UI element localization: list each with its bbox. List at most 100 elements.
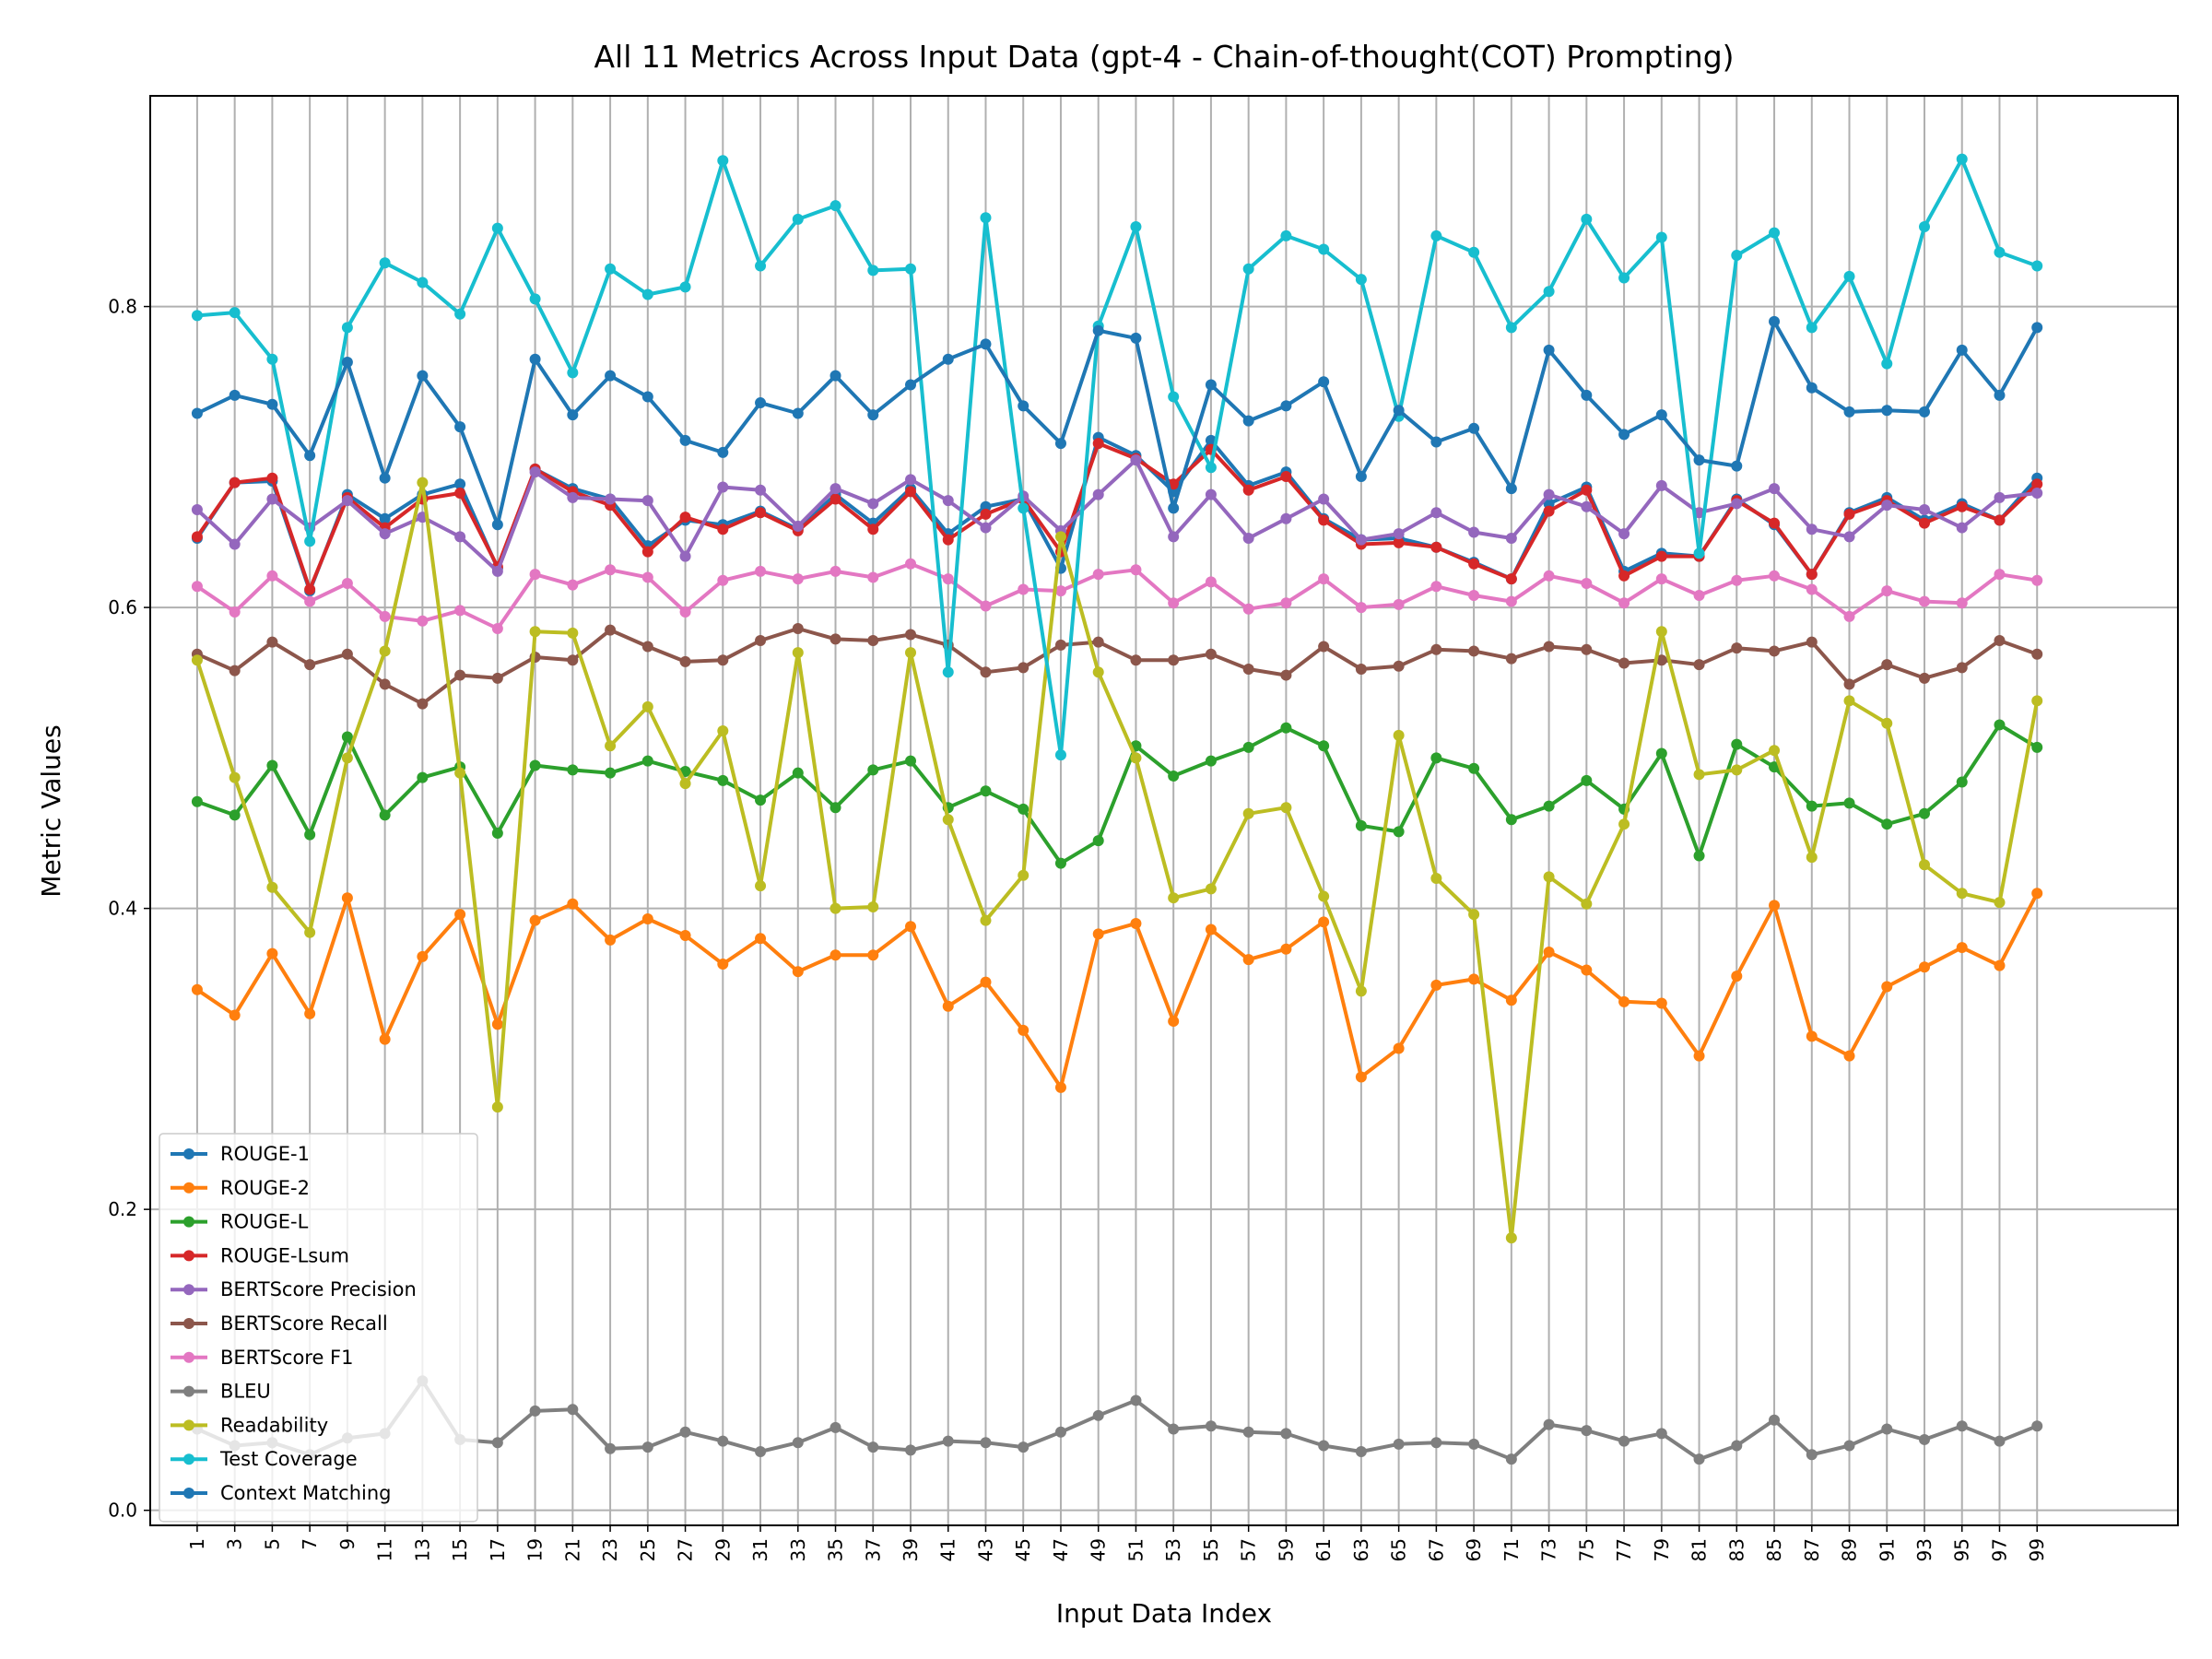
data-point <box>605 263 617 275</box>
legend-marker <box>183 1148 194 1159</box>
data-point <box>229 665 241 677</box>
data-point <box>1468 909 1480 921</box>
x-tick-label: 19 <box>524 1538 547 1561</box>
data-point <box>1693 454 1705 466</box>
data-point <box>1731 764 1743 776</box>
data-point <box>2031 574 2043 586</box>
data-point <box>1205 648 1217 660</box>
data-point <box>1843 406 1855 418</box>
data-point <box>1430 1437 1442 1449</box>
data-point <box>679 1426 691 1438</box>
data-point <box>605 1442 617 1454</box>
data-point <box>1242 1426 1254 1438</box>
legend-marker <box>183 1216 194 1228</box>
data-point <box>1806 636 1818 648</box>
data-point <box>1205 462 1217 474</box>
x-tick-label: 79 <box>1651 1538 1673 1561</box>
data-point <box>1018 400 1030 412</box>
data-point <box>341 752 353 764</box>
x-tick-label: 81 <box>1688 1538 1711 1561</box>
data-point <box>679 778 691 790</box>
data-point <box>1769 1414 1781 1426</box>
data-point <box>1994 491 2006 503</box>
data-point <box>1468 422 1480 434</box>
data-point <box>1881 981 1893 993</box>
data-point <box>341 892 353 904</box>
legend-marker <box>183 1182 194 1194</box>
data-point <box>1355 602 1367 614</box>
data-point <box>454 669 466 681</box>
data-point <box>830 483 841 495</box>
x-tick-label: 67 <box>1425 1538 1447 1561</box>
data-point <box>830 200 841 212</box>
data-point <box>1355 664 1367 676</box>
data-point <box>605 624 617 636</box>
data-point <box>1543 344 1555 356</box>
data-point <box>266 472 278 484</box>
data-point <box>641 913 653 925</box>
data-point <box>491 1018 503 1030</box>
data-point <box>266 398 278 410</box>
data-point <box>641 571 653 583</box>
data-point <box>1505 653 1517 665</box>
data-point <box>266 947 278 959</box>
data-point <box>2031 741 2043 753</box>
data-point <box>830 902 841 914</box>
data-point <box>1693 547 1705 559</box>
data-point <box>1280 722 1292 734</box>
data-point <box>1618 429 1630 441</box>
data-point <box>1655 573 1667 585</box>
data-point <box>641 288 653 300</box>
data-point <box>1618 272 1630 284</box>
x-tick-label: 51 <box>1124 1538 1147 1561</box>
data-point <box>1543 286 1555 298</box>
data-point <box>191 581 203 593</box>
data-point <box>229 809 241 821</box>
data-point <box>830 493 841 505</box>
data-point <box>1468 1438 1480 1450</box>
data-point <box>1018 803 1030 815</box>
x-tick-label: 21 <box>561 1538 583 1561</box>
data-point <box>1769 227 1781 239</box>
data-point <box>1393 528 1405 540</box>
data-point <box>1242 532 1254 544</box>
data-point <box>1543 488 1555 500</box>
data-point <box>755 507 767 519</box>
x-tick-label: 9 <box>336 1538 359 1550</box>
data-point <box>717 446 729 458</box>
legend-label: BLEU <box>220 1381 271 1403</box>
data-point <box>980 508 992 520</box>
data-point <box>1881 358 1893 370</box>
x-tick-label: 31 <box>749 1538 771 1561</box>
data-point <box>679 655 691 667</box>
data-point <box>1168 597 1180 609</box>
data-point <box>1956 942 1968 954</box>
data-point <box>341 648 353 660</box>
data-point <box>1205 576 1217 588</box>
legend-marker <box>183 1250 194 1262</box>
data-point <box>529 626 541 638</box>
legend-label: ROUGE-L <box>220 1211 309 1233</box>
data-point <box>830 370 841 382</box>
data-point <box>1242 741 1254 753</box>
data-point <box>905 474 916 486</box>
series-bertscore-precision <box>191 454 2043 577</box>
data-point <box>1956 888 1968 900</box>
data-point <box>304 535 316 547</box>
data-point <box>1806 322 1818 334</box>
data-point <box>1618 995 1630 1007</box>
data-point <box>1168 1016 1180 1028</box>
data-point <box>1693 850 1705 862</box>
data-point <box>1618 1435 1630 1447</box>
data-point <box>1919 672 1930 684</box>
data-point <box>867 524 879 535</box>
x-tick-label: 45 <box>1012 1538 1034 1561</box>
data-point <box>1168 531 1180 543</box>
data-point <box>491 1101 503 1113</box>
data-point <box>1318 890 1330 902</box>
data-point <box>491 519 503 531</box>
data-point <box>755 794 767 806</box>
y-tick-label: 0.8 <box>108 296 137 318</box>
data-point <box>1205 379 1217 391</box>
